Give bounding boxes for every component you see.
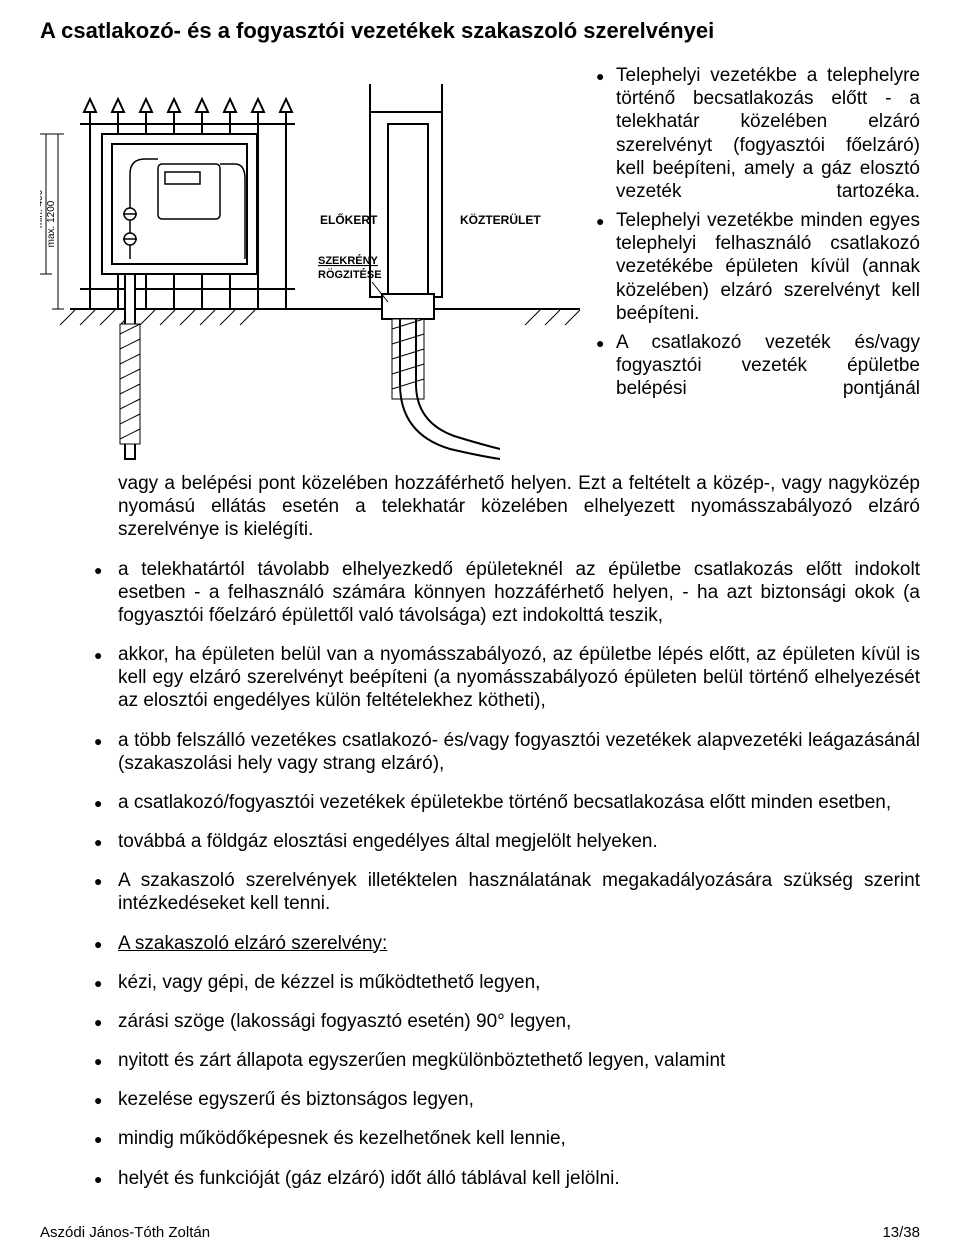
list-item: mindig működőképesnek és kezelhetőnek ke… xyxy=(90,1127,920,1150)
list-item: nyitott és zárt állapota egyszerűen megk… xyxy=(90,1049,920,1072)
body-bullet-list: a telekhatártól távolabb elhelyezkedő ép… xyxy=(40,558,920,1190)
list-item: a több felszálló vezetékes csatlakozó- é… xyxy=(90,729,920,775)
page-footer: Aszódi János-Tóth Zoltán 13/38 xyxy=(40,1224,920,1241)
list-item: A szakaszoló szerelvények illetéktelen h… xyxy=(90,869,920,915)
wrapped-continuation: vagy a belépési pont közelében hozzáférh… xyxy=(118,472,920,542)
label-elokert: ELŐKERT xyxy=(320,212,378,227)
list-item: kezelése egyszerű és biztonságos legyen, xyxy=(90,1088,920,1111)
list-item: Telephelyi vezetékbe a telephelyre törté… xyxy=(594,64,920,203)
page: A csatlakozó- és a fogyasztói vezetékek … xyxy=(0,0,960,1255)
figure-svg: max. 1200 min. 400 ELŐKERT KÖZTERÜLET SZ… xyxy=(40,64,580,464)
footer-author: Aszódi János-Tóth Zoltán xyxy=(40,1224,210,1241)
list-item: a csatlakozó/fogyasztói vezetékek épület… xyxy=(90,791,920,814)
label-szekreny: SZEKRÉNY xyxy=(318,254,379,267)
figure-column: max. 1200 min. 400 ELŐKERT KÖZTERÜLET SZ… xyxy=(40,64,580,464)
list-item: A szakaszoló elzáró szerelvény: xyxy=(90,932,920,955)
footer-page-number: 13/38 xyxy=(882,1224,920,1241)
list-item: akkor, ha épületen belül van a nyomássza… xyxy=(90,643,920,713)
section-title: A csatlakozó- és a fogyasztói vezetékek … xyxy=(40,18,920,44)
right-text-column: Telephelyi vezetékbe a telephelyre törté… xyxy=(594,64,920,464)
top-block: max. 1200 min. 400 ELŐKERT KÖZTERÜLET SZ… xyxy=(40,64,920,464)
technical-figure: max. 1200 min. 400 ELŐKERT KÖZTERÜLET SZ… xyxy=(40,64,580,464)
label-rogzites: RÖGZITÉSE xyxy=(318,268,382,281)
list-item: a telekhatártól távolabb elhelyezkedő ép… xyxy=(90,558,920,628)
list-item-underlined: A szakaszoló elzáró szerelvény: xyxy=(118,933,387,954)
list-item: Telephelyi vezetékbe minden egyes teleph… xyxy=(594,209,920,325)
list-item: kézi, vagy gépi, de kézzel is működtethe… xyxy=(90,971,920,994)
list-item: zárási szöge (lakossági fogyasztó esetén… xyxy=(90,1010,920,1033)
list-item: továbbá a földgáz elosztási engedélyes á… xyxy=(90,830,920,853)
list-item: A csatlakozó vezeték és/vagy fogyasztói … xyxy=(594,331,920,401)
dim-min400: min. 400 xyxy=(40,189,45,228)
label-kozterulet: KÖZTERÜLET xyxy=(460,212,541,227)
list-item: helyét és funkcióját (gáz elzáró) időt á… xyxy=(90,1167,920,1190)
right-bullet-list: Telephelyi vezetékbe a telephelyre törté… xyxy=(594,64,920,400)
dim-max1200: max. 1200 xyxy=(46,200,57,247)
